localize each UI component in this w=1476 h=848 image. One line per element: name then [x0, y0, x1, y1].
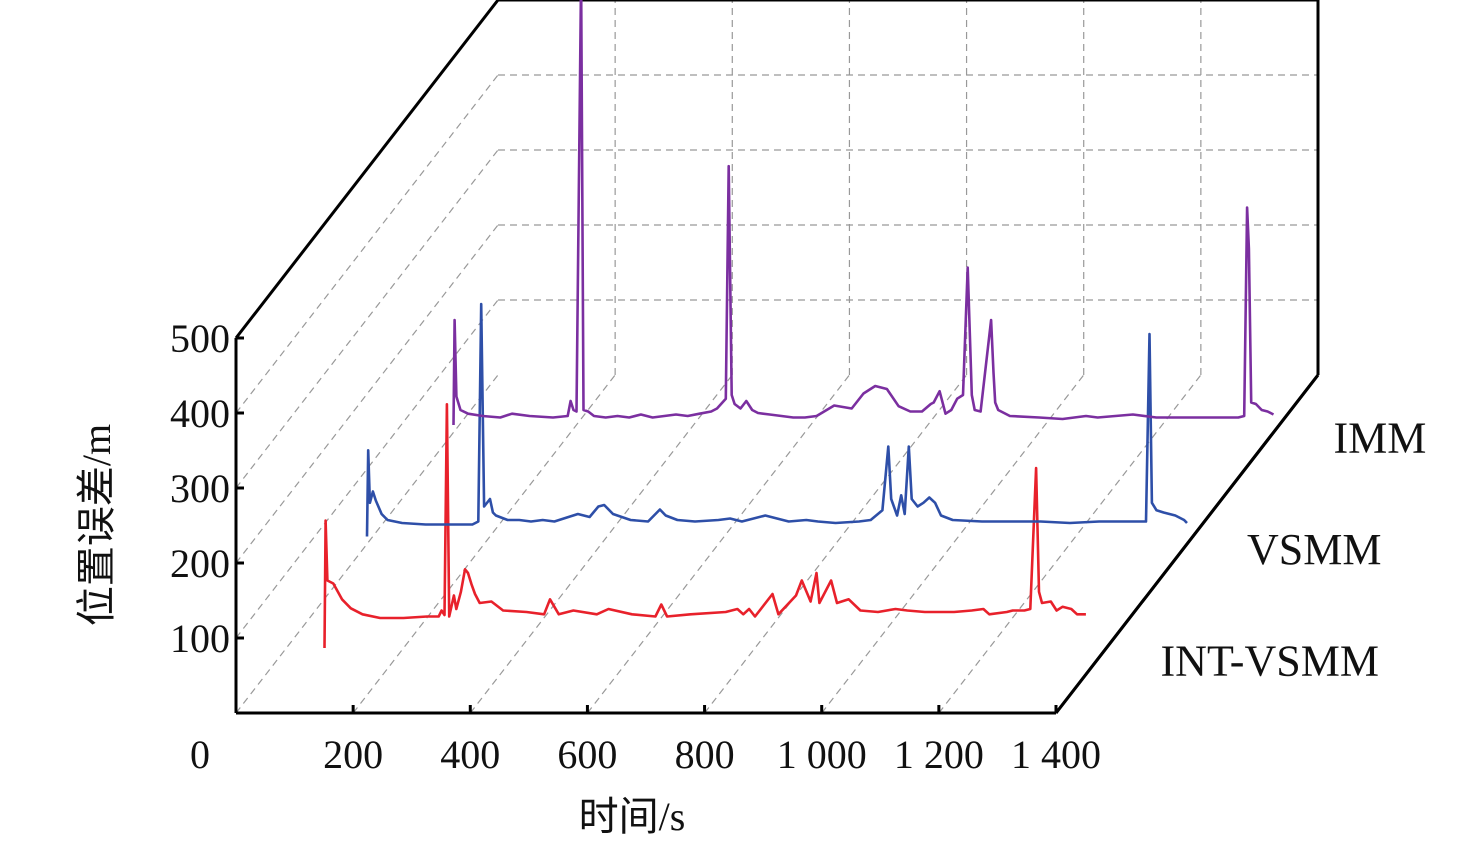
y-tick-label-300: 300 — [170, 466, 230, 511]
y-tick-label-200: 200 — [170, 541, 230, 586]
series-lines — [323, 0, 1275, 649]
floor-grid-400 — [469, 374, 733, 714]
x-axis-title: 时间/s — [579, 794, 686, 839]
series-line-vsmm — [365, 302, 1188, 537]
x-tick-label-1000: 1 000 — [777, 732, 867, 777]
y-axis-title: 位置误差/m — [74, 424, 119, 626]
floor-grid-1000 — [821, 374, 1085, 714]
series-label-int-vsmm: INT-VSMM — [1161, 637, 1379, 686]
top-left-depth-edge — [234, 0, 500, 339]
x-tick-label-600: 600 — [557, 732, 617, 777]
series-label-imm: IMM — [1333, 413, 1426, 462]
y-tick-label-500: 500 — [170, 316, 230, 361]
x-tick-label-400: 400 — [440, 732, 500, 777]
series-line-int-vsmm — [323, 402, 1086, 649]
floor-left-edge — [235, 374, 499, 714]
series-label-vsmm: VSMM — [1247, 525, 1382, 574]
left-wall-grid-400 — [235, 74, 499, 414]
x-tick-label-1400: 1 400 — [1011, 732, 1101, 777]
axis-labels: 0 200 400 600 800 1 000 1 200 1 400 100 200 300 400… — [170, 316, 1426, 777]
x-tick-label-200: 200 — [323, 732, 383, 777]
x-tick-label-0: 0 — [190, 732, 210, 777]
floor-grid-600 — [586, 374, 850, 714]
floor-grid-800 — [704, 374, 968, 714]
y-tick-label-400: 400 — [170, 391, 230, 436]
series-line-imm — [452, 0, 1275, 426]
left-wall-grid-300 — [235, 149, 499, 489]
x-tick-label-1200: 1 200 — [894, 732, 984, 777]
x-tick-label-800: 800 — [675, 732, 735, 777]
axes-frame — [234, 0, 1320, 715]
right-depth-rail — [1054, 374, 1320, 714]
y-tick-label-100: 100 — [170, 616, 230, 661]
